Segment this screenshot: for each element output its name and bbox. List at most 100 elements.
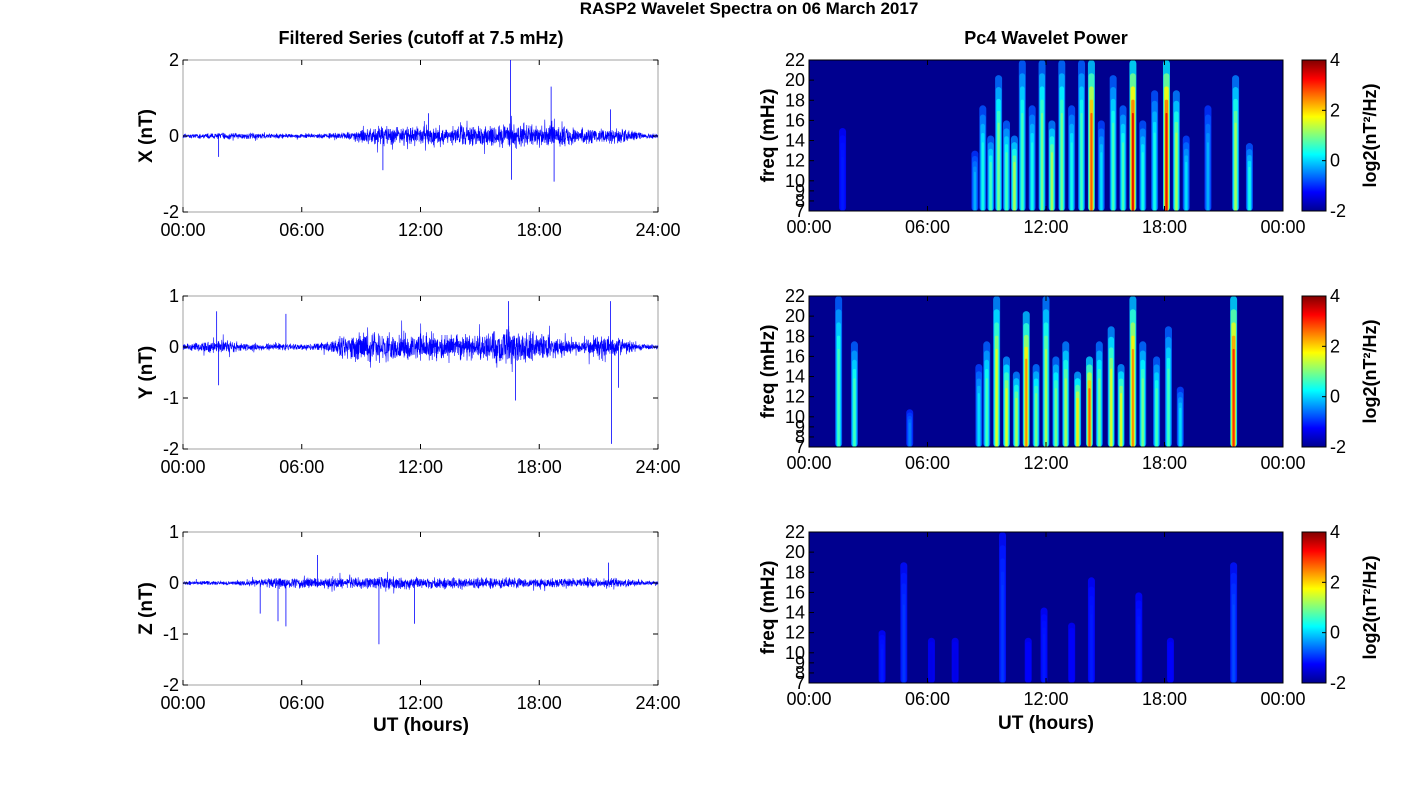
wavelet-y-burst: [977, 393, 980, 447]
series-x-trace: [182, 115, 659, 155]
series-z-xtick-label: 24:00: [635, 693, 680, 713]
wavelet-x-burst: [1005, 152, 1008, 211]
wavelet-x-xtick-label: 12:00: [1023, 217, 1068, 237]
series-y-xtick-label: 06:00: [279, 457, 324, 477]
wavelet-z-burst: [1070, 643, 1073, 683]
wavelet-y-burst: [1064, 378, 1067, 447]
wavelet-y-burst: [1035, 393, 1038, 447]
wavelet-y-xtick-label: 00:00: [786, 453, 831, 473]
series-y-xtick-label: 18:00: [517, 457, 562, 477]
series-y-plot-area: [182, 295, 659, 450]
wavelet-y-xtick-label: 00:00: [1260, 453, 1305, 473]
wavelet-y-colorbar: [1301, 295, 1327, 448]
wavelet-y-burst: [1155, 388, 1158, 447]
wavelet-x-ytick-label: 18: [785, 90, 805, 110]
wavelet-z-ytick-label: 10: [785, 643, 805, 663]
wavelet-y-ytick-label: 14: [785, 367, 805, 387]
wavelet-x-xtick-label: 06:00: [905, 217, 950, 237]
wavelet-x-burst: [1021, 112, 1024, 211]
wavelet-x-burst: [841, 157, 844, 211]
wavelet-y-ytick-label: 12: [785, 387, 805, 407]
wavelet-y-burst: [908, 422, 911, 447]
wavelet-z-burst: [930, 653, 933, 683]
left-column-title: Filtered Series (cutoff at 7.5 mHz): [278, 28, 563, 48]
wavelet-z-colorbar-label: log2(nT²/Hz): [1360, 556, 1380, 660]
wavelet-y-burst: [1005, 388, 1008, 447]
wavelet-z-ytick-label: 22: [785, 522, 805, 542]
wavelet-x-burst: [1141, 152, 1144, 211]
wavelet-x-burst: [1175, 132, 1178, 211]
series-x-xtick-label: 00:00: [160, 220, 205, 240]
series-x-ytick-label: -2: [163, 202, 179, 222]
series-y-panel: -2 -1 0 1 00:00 06:00 12:00 18:00 24:00 Y (nT): [136, 286, 681, 477]
wavelet-x-burst: [1248, 166, 1251, 211]
right-column-title: Pc4 Wavelet Power: [964, 28, 1127, 48]
series-x-panel: -2 0 2 00:00 06:00 12:00 18:00 24:00 X (nT): [136, 50, 681, 240]
wavelet-z-ytick-label: 12: [785, 623, 805, 643]
wavelet-y-burst: [995, 348, 998, 447]
wavelet-x-burst: [1153, 132, 1156, 211]
wavelet-z-ytick-label: 20: [785, 542, 805, 562]
wavelet-y-burst: [1141, 378, 1144, 447]
wavelet-y-xtick-label: 12:00: [1023, 453, 1068, 473]
wavelet-y-burst: [1054, 388, 1057, 447]
series-z-ytick-label: -2: [163, 675, 179, 695]
wavelet-y-colorbar-label: log2(nT²/Hz): [1360, 320, 1380, 424]
wavelet-x-burst: [973, 171, 976, 211]
series-y-ylabel: Y (nT): [136, 346, 157, 399]
wavelet-x-burst: [1041, 112, 1044, 211]
wavelet-z-burst: [1027, 653, 1030, 683]
series-y-ytick-label: -1: [163, 388, 179, 408]
wavelet-z-burst: [881, 648, 884, 683]
wavelet-z-ytick-label: 8: [795, 663, 805, 683]
wavelet-z-ytick-label: 14: [785, 603, 805, 623]
wavelet-x-xtick-label: 00:00: [1260, 217, 1305, 237]
wavelet-z-xtick-label: 06:00: [905, 689, 950, 709]
series-y-ytick-label: -2: [163, 439, 179, 459]
wavelet-z-colorbar-tick-label: -2: [1330, 673, 1346, 693]
series-z-xtick-label: 00:00: [160, 693, 205, 713]
series-x-ytick-label: 2: [169, 50, 179, 70]
series-z-xtick-label: 12:00: [398, 693, 443, 713]
wavelet-z-burst: [1043, 633, 1046, 683]
wavelet-z-burst: [954, 653, 957, 683]
wavelet-z-burst: [1137, 624, 1140, 683]
wavelet-x-ytick-label: 8: [795, 191, 805, 211]
series-y-trace: [182, 320, 659, 372]
wavelet-z-xtick-label: 00:00: [1260, 689, 1305, 709]
wavelet-z-burst: [1232, 604, 1235, 683]
wavelet-y-burst: [837, 348, 840, 447]
wavelet-x-burst: [1185, 161, 1188, 211]
wavelet-x-colorbar-tick-label: 2: [1330, 100, 1340, 120]
wavelet-x-burst: [1234, 122, 1237, 211]
wavelet-x-xtick-label: 18:00: [1142, 217, 1187, 237]
series-z-xtick-label: 18:00: [517, 693, 562, 713]
wavelet-z-burst: [1090, 614, 1093, 683]
wavelet-x-colorbar: [1301, 59, 1327, 212]
series-y-ytick-label: 1: [169, 286, 179, 306]
wavelet-x-colorbar-label: log2(nT²/Hz): [1360, 84, 1380, 188]
wavelet-y-burst: [853, 378, 856, 447]
wavelet-z-colorbar-tick-label: 0: [1330, 623, 1340, 643]
wavelet-y-ytick-label: 22: [785, 286, 805, 306]
wavelet-z-burst: [1001, 584, 1004, 683]
series-y-xtick-label: 12:00: [398, 457, 443, 477]
wavelet-y-ytick-label: 16: [785, 346, 805, 366]
wavelet-x-burst: [1060, 112, 1063, 211]
wavelet-x-plot-area: [809, 60, 1283, 211]
wavelet-y-burst: [1025, 358, 1028, 447]
figure-title: RASP2 Wavelet Spectra on 06 March 2017: [580, 0, 919, 18]
series-z-trace: [182, 571, 659, 594]
series-z-ytick-label: 1: [169, 522, 179, 542]
wavelet-y-ytick-label: 18: [785, 326, 805, 346]
wavelet-y-burst: [1076, 397, 1079, 447]
series-z-plot-area: [182, 531, 659, 686]
wavelet-z-colorbar-tick-label: 4: [1330, 522, 1340, 542]
wavelet-y-ylabel: freq (mHz): [758, 325, 779, 419]
wavelet-z-colorbar: [1301, 531, 1327, 684]
wavelet-y-burst: [1110, 368, 1113, 447]
series-x-xtick-label: 12:00: [398, 220, 443, 240]
wavelet-x-burst: [1080, 112, 1083, 211]
wavelet-x-ytick-label: 20: [785, 70, 805, 90]
